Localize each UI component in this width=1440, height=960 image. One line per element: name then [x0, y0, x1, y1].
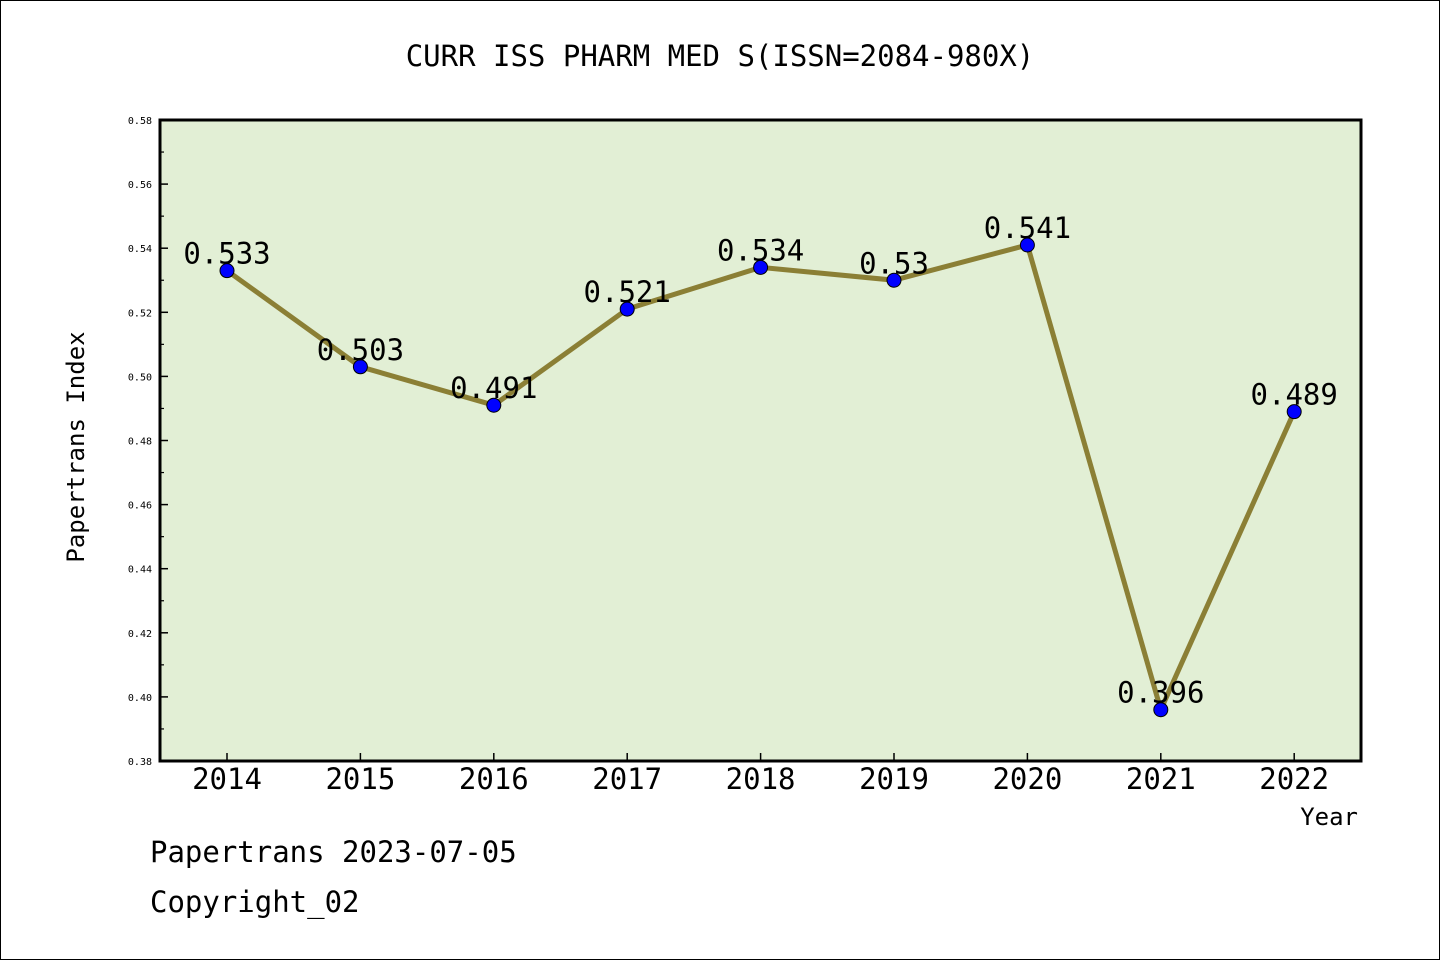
y-tick-label: 0.56: [128, 180, 152, 191]
data-point: [1019, 237, 1035, 253]
data-label: 0.533: [183, 237, 270, 271]
data-markers: [219, 237, 1302, 718]
data-point: [886, 272, 902, 288]
y-tick-label: 0.58: [128, 116, 152, 127]
data-point: [753, 259, 769, 275]
x-tick-label: 2018: [726, 762, 796, 796]
footer-source: Papertrans 2023-07-05: [150, 835, 517, 869]
y-axis-label: Papertrans Index: [62, 331, 90, 562]
data-point: [352, 359, 368, 375]
x-tick-label: 2019: [859, 762, 929, 796]
y-axis: 0.38 0.40 0.42 0.44 0.46 0.48 0.50 0.52 0.54 0.56…: [128, 116, 168, 768]
x-axis-label: Year: [1300, 803, 1358, 831]
data-label: 0.491: [450, 371, 537, 405]
data-label: 0.534: [717, 233, 804, 267]
y-tick-label: 0.46: [128, 501, 152, 512]
data-label: 0.396: [1117, 676, 1204, 710]
plot-area: [158, 118, 1363, 763]
y-tick-label: 0.52: [128, 308, 152, 319]
y-tick-label: 0.50: [128, 372, 152, 383]
footer-copyright: Copyright_02: [150, 885, 360, 919]
y-tick-label: 0.48: [128, 437, 152, 448]
data-point: [1286, 404, 1302, 420]
x-tick-label: 2016: [459, 762, 529, 796]
y-tick-label: 0.54: [128, 244, 152, 255]
y-tick-label: 0.42: [128, 629, 152, 640]
data-label: 0.53: [859, 246, 929, 280]
x-tick-label: 2022: [1259, 762, 1329, 796]
x-tick-label: 2021: [1126, 762, 1196, 796]
x-tick-label: 2020: [992, 762, 1062, 796]
data-label: 0.541: [984, 211, 1071, 245]
data-label: 0.521: [584, 275, 671, 309]
chart-title: CURR ISS PHARM MED S(ISSN=2084-980X): [406, 39, 1035, 73]
data-point: [219, 263, 235, 279]
data-labels: 0.533 0.503 0.491 0.521 0.534 0.53 0.541 0.396 0…: [183, 211, 1338, 710]
data-label: 0.503: [317, 333, 404, 367]
data-label: 0.489: [1251, 378, 1338, 412]
data-point: [1153, 702, 1169, 718]
x-tick-label: 2014: [192, 762, 262, 796]
x-tick-label: 2017: [592, 762, 662, 796]
data-point: [486, 397, 502, 413]
y-tick-label: 0.38: [128, 757, 152, 768]
y-tick-label: 0.44: [128, 565, 152, 576]
data-point: [619, 301, 635, 317]
x-tick-label: 2015: [325, 762, 395, 796]
x-axis: 2014 2015 2016 2017 2018 2019 2020 2021 2022: [192, 753, 1329, 796]
y-tick-label: 0.40: [128, 693, 152, 704]
